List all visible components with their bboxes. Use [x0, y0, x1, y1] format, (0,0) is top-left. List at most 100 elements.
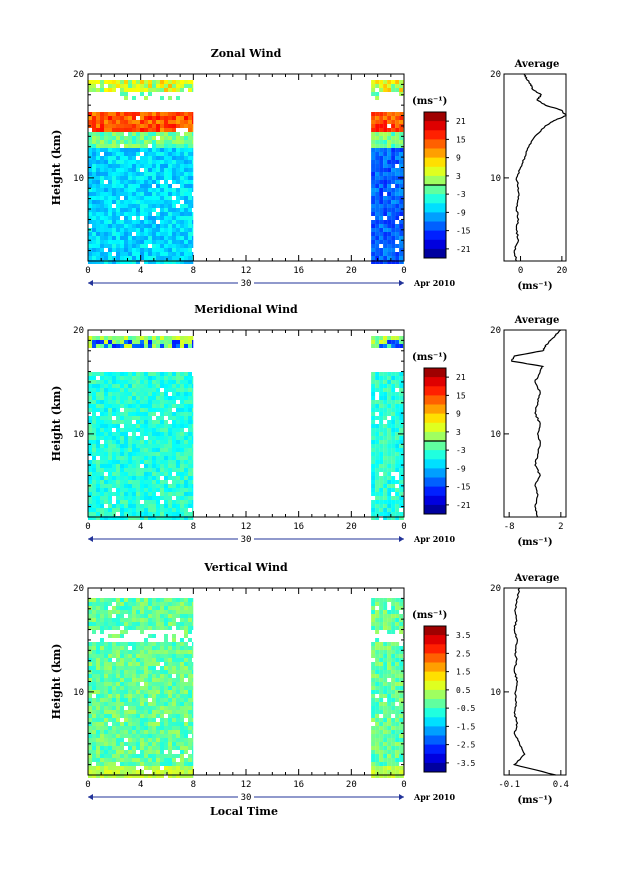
heatmap-cell: [100, 424, 104, 428]
heatmap-cell: [172, 690, 176, 694]
heatmap-cell: [184, 440, 188, 444]
heatmap-cell: [379, 480, 384, 484]
heatmap-cell: [387, 384, 392, 388]
heatmap-cell: [152, 200, 156, 204]
heatmap-cell: [104, 500, 108, 504]
heatmap-cell: [100, 132, 104, 136]
heatmap-cell: [96, 420, 100, 424]
heatmap-cell: [108, 610, 112, 614]
heatmap-cell: [104, 738, 108, 742]
heatmap-cell: [176, 404, 180, 408]
heatmap-cell: [144, 666, 148, 670]
heatmap-cell: [387, 168, 392, 172]
heatmap-cell: [120, 436, 124, 440]
heatmap-cell: [112, 212, 116, 216]
heatmap-cell: [391, 440, 396, 444]
heatmap-cell: [120, 472, 124, 476]
heatmap-cell: [100, 754, 104, 758]
heatmap-cell: [100, 208, 104, 212]
heatmap-cell: [375, 488, 380, 492]
heatmap-cell: [371, 380, 376, 384]
heatmap-cell: [96, 746, 100, 750]
heatmap-cell: [156, 344, 160, 348]
heatmap-cell: [160, 770, 164, 774]
heatmap-cell: [391, 774, 396, 778]
heatmap-cell: [379, 674, 384, 678]
heatmap-cell: [383, 132, 388, 136]
heatmap-cell: [92, 152, 96, 156]
heatmap-cell: [112, 396, 116, 400]
heatmap-cell: [399, 504, 404, 508]
heatmap-cell: [120, 650, 124, 654]
colorbar-tick-label: -3: [456, 190, 466, 199]
heatmap-cell: [375, 344, 380, 348]
heatmap-cell: [116, 188, 120, 192]
heatmap-cell: [172, 722, 176, 726]
heatmap-cell: [184, 420, 188, 424]
heatmap-cell: [128, 770, 132, 774]
heatmap-cell: [387, 746, 392, 750]
heatmap-cell: [88, 658, 92, 662]
heatmap-cell: [112, 400, 116, 404]
heatmap-cell: [136, 670, 140, 674]
heatmap-cell: [375, 774, 380, 778]
profile-y-tick-label: 20: [490, 326, 501, 336]
heatmap-cell: [168, 148, 172, 152]
heatmap-cell: [120, 140, 124, 144]
heatmap-cell: [152, 336, 156, 340]
heatmap-cell: [164, 658, 168, 662]
heatmap-cell: [144, 336, 148, 340]
heatmap-cell: [180, 460, 184, 464]
heatmap-cell: [383, 448, 388, 452]
heatmap-cell: [144, 674, 148, 678]
heatmap-cell: [116, 484, 120, 488]
heatmap-cell: [88, 646, 92, 650]
heatmap-cell: [140, 678, 144, 682]
heatmap-cell: [96, 702, 100, 706]
heatmap-cell: [116, 718, 120, 722]
colorbar-band: [424, 504, 446, 515]
heatmap-cell: [188, 412, 192, 416]
heatmap-cell: [387, 400, 392, 404]
heatmap-cell: [180, 488, 184, 492]
heatmap-cell: [168, 436, 172, 440]
heatmap-cell: [88, 618, 92, 622]
heatmap-cell: [128, 718, 132, 722]
heatmap-cell: [391, 136, 396, 140]
heatmap-cell: [188, 184, 192, 188]
heatmap-cell: [108, 662, 112, 666]
heatmap-cell: [168, 240, 172, 244]
colorbar-unit: (ms⁻¹): [412, 352, 447, 363]
heatmap-cell: [399, 260, 404, 264]
heatmap-cell: [383, 742, 388, 746]
heatmap-cell: [92, 372, 96, 376]
colorbar-band: [424, 662, 446, 673]
heatmap-cell: [160, 148, 164, 152]
heatmap-cell: [168, 216, 172, 220]
heatmap-cell: [387, 618, 392, 622]
heatmap-cell: [156, 774, 160, 778]
heatmap-cell: [168, 168, 172, 172]
heatmap-cell: [132, 734, 136, 738]
heatmap-cell: [180, 754, 184, 758]
heatmap-cell: [168, 754, 172, 758]
heatmap-cell: [136, 400, 140, 404]
heatmap-cell: [88, 774, 92, 778]
heatmap-cell: [116, 144, 120, 148]
heatmap-cell: [152, 456, 156, 460]
heatmap-cell: [144, 192, 148, 196]
heatmap-cell: [172, 224, 176, 228]
heatmap-cell: [140, 416, 144, 420]
heatmap-cell: [88, 336, 92, 340]
heatmap-cell: [136, 512, 140, 516]
heatmap-cell: [180, 718, 184, 722]
heatmap-cell: [152, 372, 156, 376]
heatmap-cell: [152, 144, 156, 148]
heatmap-cell: [128, 208, 132, 212]
heatmap-cell: [88, 156, 92, 160]
heatmap-cell: [188, 248, 192, 252]
heatmap-cell: [112, 404, 116, 408]
heatmap-cell: [192, 686, 194, 690]
heatmap-cell: [387, 132, 392, 136]
heatmap-cell: [184, 686, 188, 690]
